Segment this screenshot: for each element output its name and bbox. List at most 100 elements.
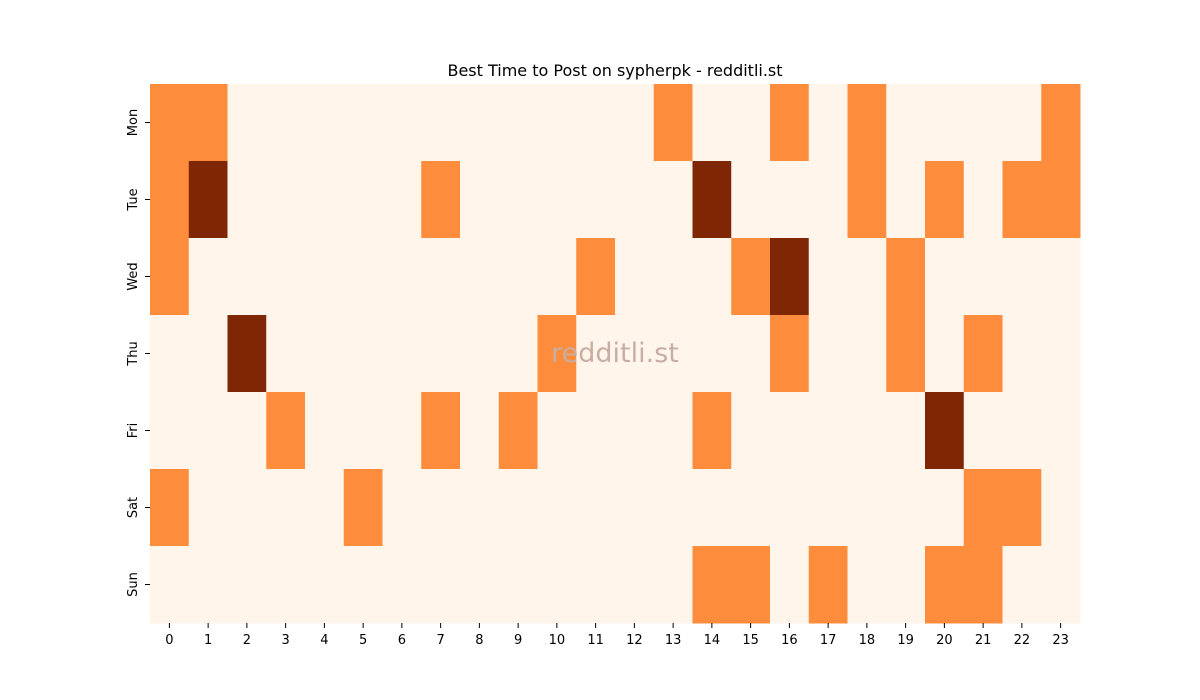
heatmap-cell-mon-10 <box>537 84 577 162</box>
heatmap-cell-wed-0 <box>150 238 190 316</box>
heatmap-cell-mon-0 <box>150 84 190 162</box>
heatmap-cell-sun-19 <box>886 546 926 624</box>
heatmap-cell-tue-14 <box>692 161 732 239</box>
x-tick-label: 6 <box>398 633 406 648</box>
heatmap-cell-sat-17 <box>808 469 848 547</box>
heatmap-cell-sat-11 <box>576 469 616 547</box>
heatmap-cell-thu-14 <box>692 315 732 393</box>
heatmap-cell-mon-23 <box>1041 84 1081 162</box>
heatmap-cell-tue-0 <box>150 161 190 239</box>
heatmap-cell-sat-7 <box>421 469 461 547</box>
heatmap-cell-sun-13 <box>653 546 693 624</box>
heatmap-cell-sat-19 <box>886 469 926 547</box>
x-tick-label: 3 <box>281 633 289 648</box>
heatmap-cell-sat-20 <box>925 469 965 547</box>
heatmap-cell-sat-14 <box>692 469 732 547</box>
heatmap-cell-sun-18 <box>847 546 887 624</box>
heatmap-cell-thu-12 <box>615 315 655 393</box>
heatmap-cell-fri-5 <box>343 392 383 470</box>
heatmap-cell-sat-4 <box>305 469 345 547</box>
heatmap-cell-mon-22 <box>1002 84 1042 162</box>
heatmap-cell-mon-18 <box>847 84 887 162</box>
heatmap-cell-wed-16 <box>770 238 810 316</box>
heatmap-cell-fri-10 <box>537 392 577 470</box>
x-tick-label: 9 <box>514 633 522 648</box>
heatmap-cell-wed-19 <box>886 238 926 316</box>
heatmap-cells <box>150 84 1081 624</box>
x-tick-label: 23 <box>1052 633 1069 648</box>
heatmap-cell-wed-8 <box>460 238 500 316</box>
heatmap-cell-sat-10 <box>537 469 577 547</box>
y-tick-label: Wed <box>126 262 141 290</box>
heatmap-cell-fri-23 <box>1041 392 1081 470</box>
heatmap-cell-sun-10 <box>537 546 577 624</box>
heatmap-cell-sat-22 <box>1002 469 1042 547</box>
heatmap-cell-wed-17 <box>808 238 848 316</box>
heatmap-cell-tue-9 <box>498 161 538 239</box>
x-tick-label: 21 <box>975 633 992 648</box>
heatmap-cell-tue-22 <box>1002 161 1042 239</box>
heatmap-cell-mon-9 <box>498 84 538 162</box>
heatmap-cell-tue-6 <box>382 161 422 239</box>
heatmap-cell-tue-18 <box>847 161 887 239</box>
heatmap-cell-wed-2 <box>227 238 267 316</box>
heatmap-cell-sun-2 <box>227 546 267 624</box>
heatmap-cell-sat-12 <box>615 469 655 547</box>
x-tick-label: 15 <box>742 633 759 648</box>
heatmap-cell-fri-12 <box>615 392 655 470</box>
x-axis: 0 1 2 3 4 5 6 7 8 9 10 11 12 13 14 15 16 17 18 19 20 21 22 23 <box>165 623 1069 648</box>
heatmap-cell-sun-11 <box>576 546 616 624</box>
heatmap-cell-mon-8 <box>460 84 500 162</box>
heatmap-cell-thu-20 <box>925 315 965 393</box>
heatmap-cell-mon-17 <box>808 84 848 162</box>
heatmap-cell-tue-21 <box>963 161 1003 239</box>
heatmap-cell-mon-1 <box>188 84 228 162</box>
x-tick-label: 5 <box>359 633 367 648</box>
y-tick-label: Tue <box>126 188 141 211</box>
chart-title: Best Time to Post on sypherpk - redditli… <box>447 61 782 80</box>
heatmap-cell-tue-1 <box>188 161 228 239</box>
heatmap-cell-wed-14 <box>692 238 732 316</box>
heatmap-cell-fri-15 <box>731 392 771 470</box>
watermark: redditli.st <box>551 338 679 369</box>
heatmap-cell-wed-13 <box>653 238 693 316</box>
heatmap-cell-tue-10 <box>537 161 577 239</box>
heatmap-cell-mon-19 <box>886 84 926 162</box>
heatmap-cell-sat-21 <box>963 469 1003 547</box>
heatmap-cell-sun-5 <box>343 546 383 624</box>
heatmap-cell-thu-10 <box>537 315 577 393</box>
heatmap-cell-tue-23 <box>1041 161 1081 239</box>
heatmap-cell-mon-14 <box>692 84 732 162</box>
heatmap-cell-sun-6 <box>382 546 422 624</box>
heatmap-cell-wed-21 <box>963 238 1003 316</box>
heatmap-cell-tue-15 <box>731 161 771 239</box>
heatmap-cell-thu-2 <box>227 315 267 393</box>
heatmap-cell-sat-8 <box>460 469 500 547</box>
heatmap-cell-thu-13 <box>653 315 693 393</box>
x-tick-label: 13 <box>665 633 682 648</box>
heatmap-cell-tue-19 <box>886 161 926 239</box>
heatmap-cell-sat-1 <box>188 469 228 547</box>
heatmap-cell-sun-21 <box>963 546 1003 624</box>
heatmap-cell-sun-9 <box>498 546 538 624</box>
x-tick-label: 18 <box>859 633 876 648</box>
heatmap-cell-tue-20 <box>925 161 965 239</box>
heatmap-cell-fri-14 <box>692 392 732 470</box>
heatmap-cell-thu-21 <box>963 315 1003 393</box>
heatmap-cell-tue-11 <box>576 161 616 239</box>
y-tick-label: Fri <box>126 423 141 439</box>
heatmap-cell-sat-3 <box>266 469 306 547</box>
x-tick-label: 17 <box>820 633 837 648</box>
heatmap-cell-wed-11 <box>576 238 616 316</box>
heatmap-cell-sun-12 <box>615 546 655 624</box>
x-tick-label: 8 <box>475 633 483 648</box>
heatmap-cell-fri-19 <box>886 392 926 470</box>
x-tick-label: 20 <box>936 633 953 648</box>
heatmap-cell-sun-15 <box>731 546 771 624</box>
x-tick-label: 0 <box>165 633 173 648</box>
heatmap-cell-fri-17 <box>808 392 848 470</box>
heatmap-cell-mon-11 <box>576 84 616 162</box>
heatmap-cell-fri-7 <box>421 392 461 470</box>
heatmap-cell-sat-5 <box>343 469 383 547</box>
heatmap-cell-fri-18 <box>847 392 887 470</box>
